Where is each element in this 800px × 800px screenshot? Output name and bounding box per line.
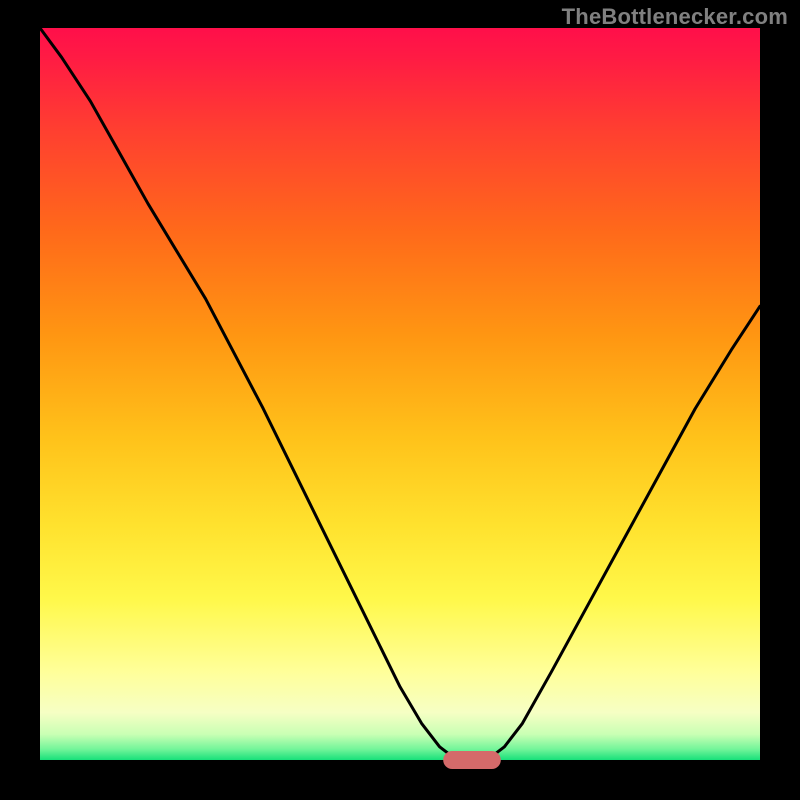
chart-frame: TheBottlenecker.com: [0, 0, 800, 800]
bottleneck-chart: [0, 0, 800, 800]
attribution-watermark: TheBottlenecker.com: [562, 4, 788, 30]
gradient-background: [40, 28, 760, 760]
optimal-range-marker: [443, 751, 501, 769]
